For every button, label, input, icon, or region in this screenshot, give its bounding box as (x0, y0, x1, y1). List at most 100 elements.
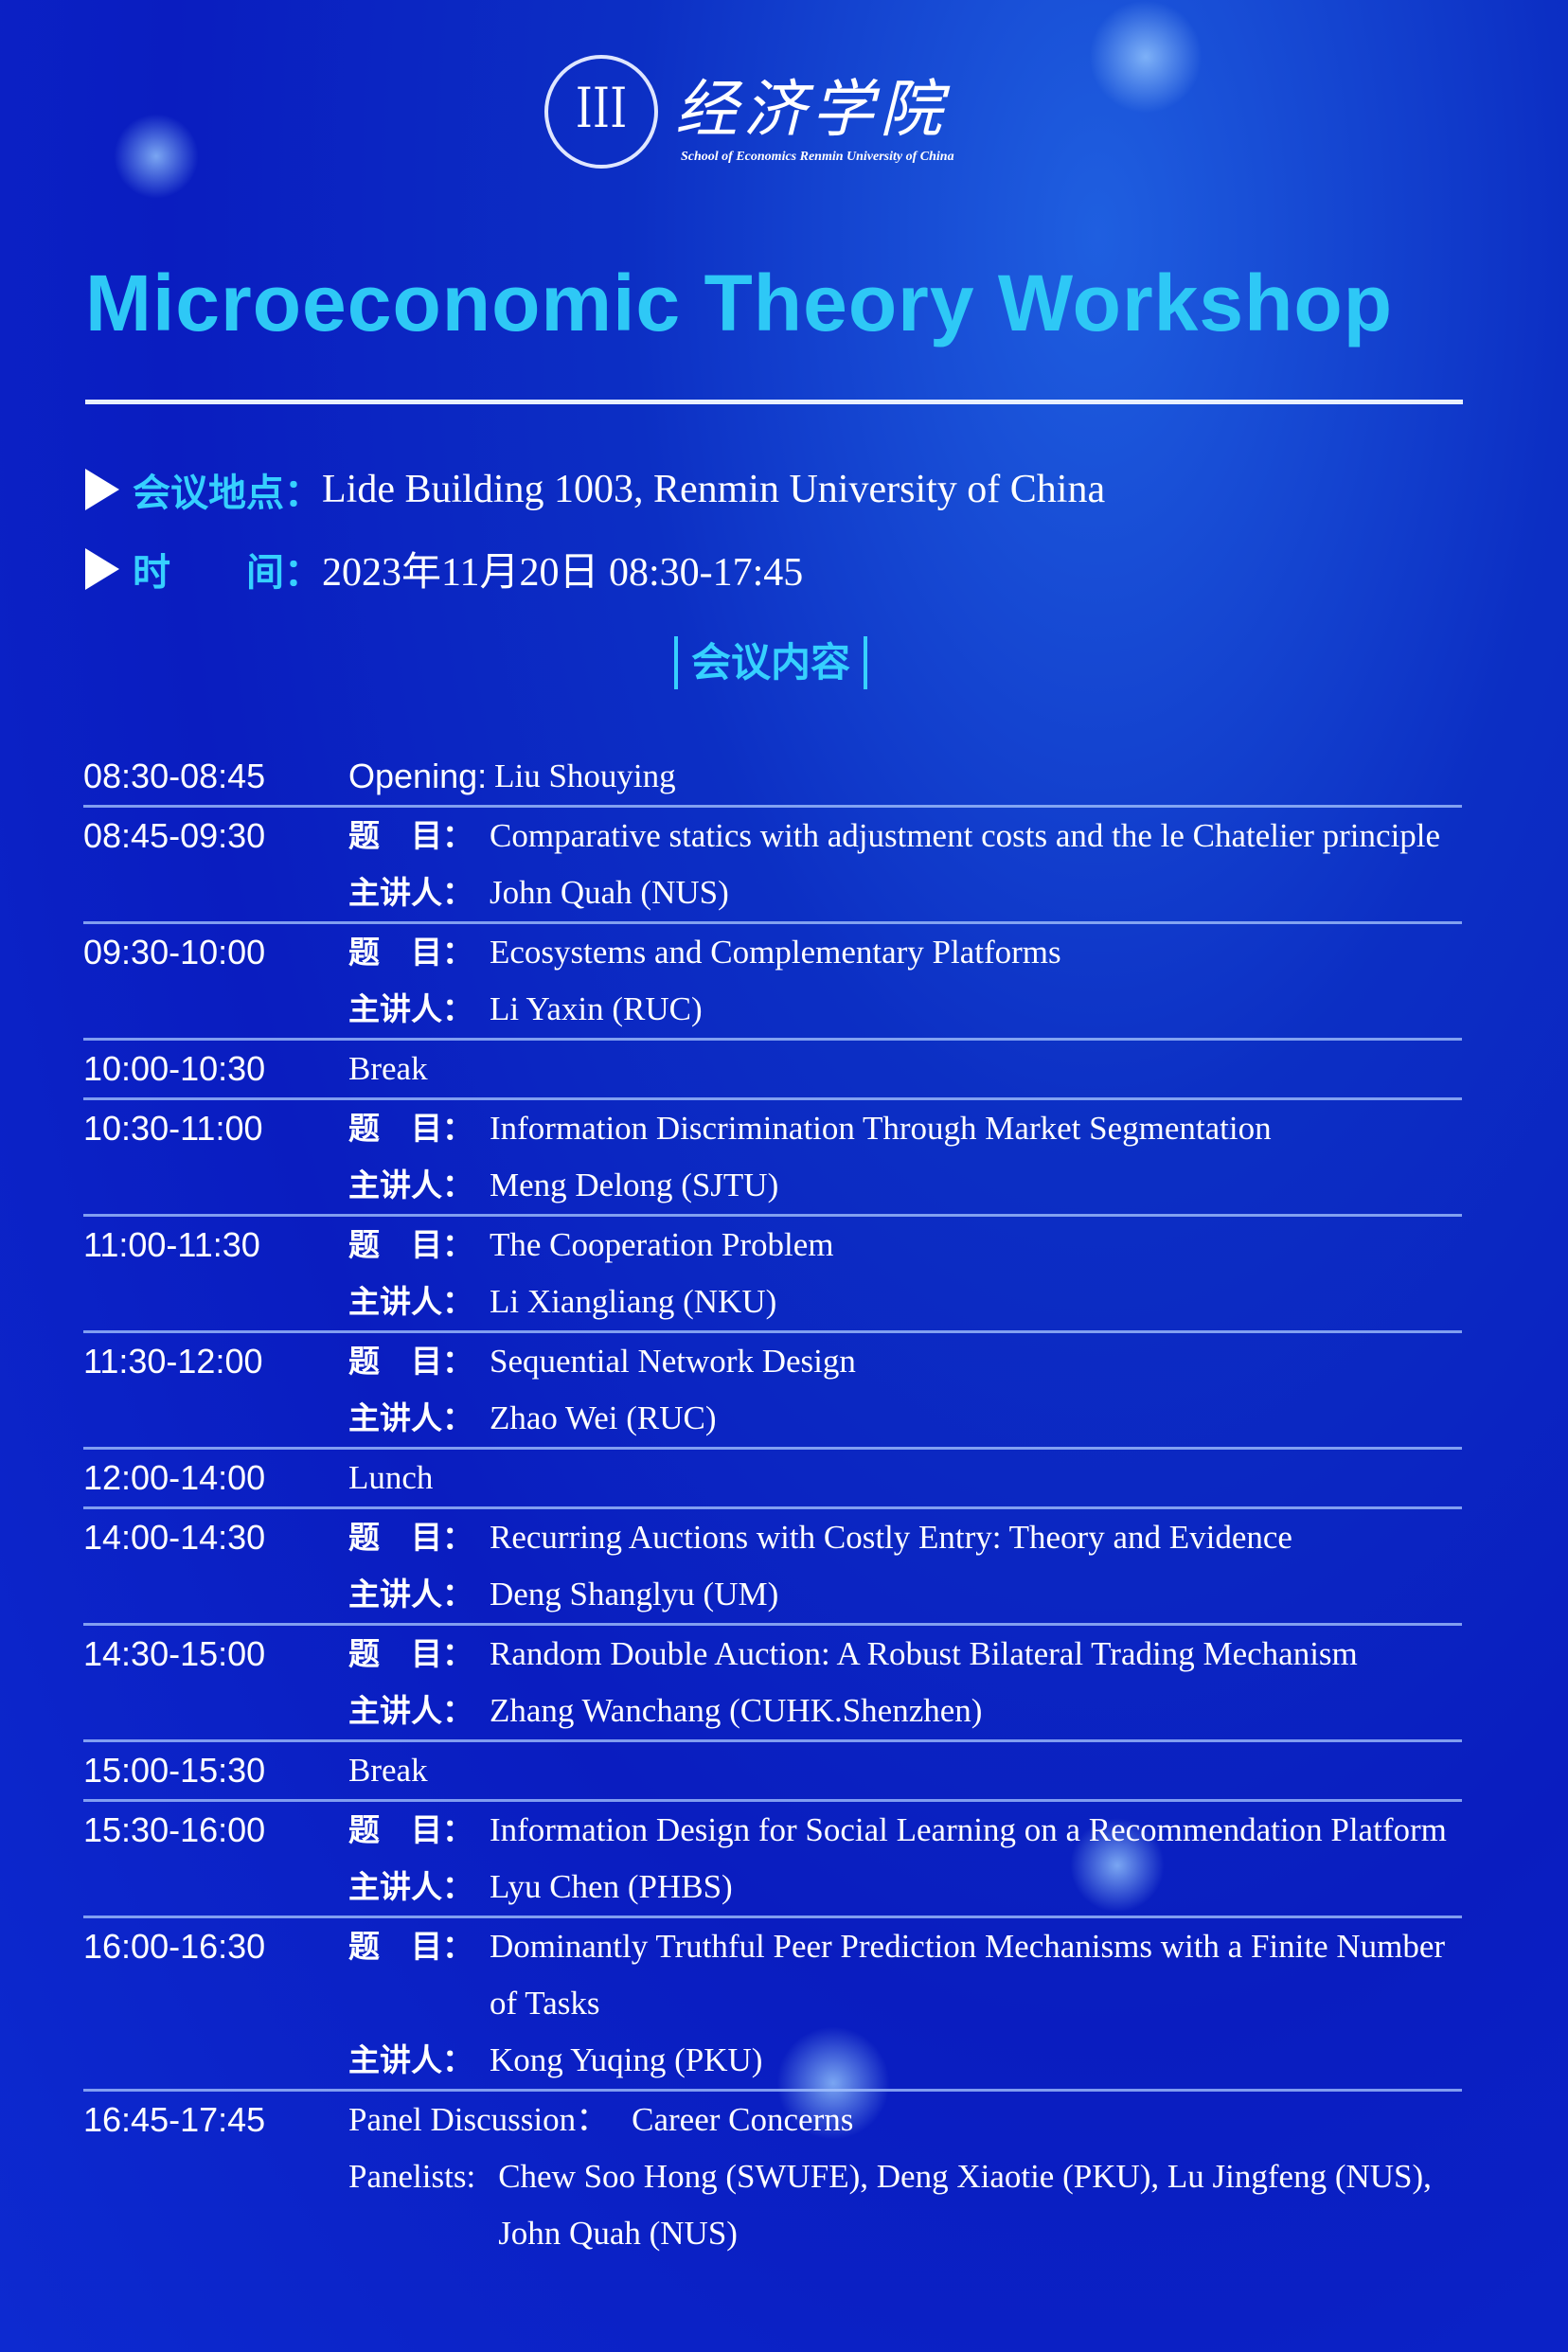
line-label: 主讲人： (348, 1283, 473, 1320)
session-line: Opening: Liu Shouying (348, 748, 1462, 805)
session-content: 题 目： Sequential Network Design 主讲人： Zhao We… (348, 1333, 1462, 1447)
line-label: 题 目： (348, 1343, 473, 1380)
schedule-row: 15:00-15:30 Break (83, 1742, 1462, 1802)
session-content: 题 目： Information Discrimination Through M… (348, 1100, 1462, 1214)
line-label: Panel Discussion： (348, 2101, 610, 2138)
session-line: 题 目： Recurring Auctions with Costly Entry… (348, 1509, 1462, 1566)
session-line: 主讲人： Zhao Wei (RUC) (348, 1390, 1462, 1447)
schedule-row: 16:45-17:45 Panel Discussion： Career Conce… (83, 2092, 1462, 2262)
line-text: Information Design for Social Learning o… (490, 1811, 1447, 1848)
line-text: Liu Shouying (494, 757, 676, 794)
session-line: Panelists: Chew Soo Hong (SWUFE), Deng Xi… (348, 2148, 1462, 2262)
schedule-row: 14:00-14:30 题 目： Recurring Auctions with C… (83, 1509, 1462, 1626)
line-label: 主讲人： (348, 2041, 473, 2078)
line-label: 题 目： (348, 1110, 473, 1147)
line-text: Information Discrimination Through Marke… (490, 1110, 1272, 1147)
venue-row: 会议地点： Lide Building 1003, Renmin Univers… (85, 462, 1105, 517)
session-time: 11:00-11:30 (83, 1225, 260, 1264)
session-line: Lunch (348, 1450, 1462, 1506)
schedule-row: 09:30-10:00 题 目： Ecosystems and Complement… (83, 924, 1462, 1041)
time-label: 时 间： (133, 550, 322, 595)
session-time: 09:30-10:00 (83, 933, 266, 971)
session-content: 题 目： Dominantly Truthful Peer Prediction … (348, 1918, 1462, 2089)
line-label: Panelists: (348, 2158, 476, 2195)
session-content: 题 目： Recurring Auctions with Costly Entry… (348, 1509, 1462, 1623)
session-line: 主讲人： Meng Delong (SJTU) (348, 1157, 1462, 1214)
session-time: 10:00-10:30 (83, 1049, 266, 1088)
session-line: Break (348, 1041, 1462, 1097)
session-line: 主讲人： John Quah (NUS) (348, 864, 1462, 921)
line-label: 主讲人： (348, 1692, 473, 1729)
session-line: 题 目： Comparative statics with adjustment … (348, 808, 1462, 864)
triangle-bullet-icon (85, 547, 119, 590)
line-label: 题 目： (348, 934, 473, 971)
session-time: 16:45-17:45 (83, 2100, 266, 2139)
session-time: 15:00-15:30 (83, 1751, 266, 1790)
line-text: Ecosystems and Complementary Platforms (490, 934, 1061, 971)
session-content: 题 目： Random Double Auction: A Robust Bila… (348, 1626, 1462, 1739)
line-text: Break (348, 1050, 428, 1087)
session-time: 12:00-14:00 (83, 1458, 266, 1497)
session-line: 题 目： Dominantly Truthful Peer Prediction … (348, 1918, 1462, 2032)
session-content: 题 目： Comparative statics with adjustment … (348, 808, 1462, 921)
page-title: Microeconomic Theory Workshop (85, 258, 1393, 347)
session-time: 14:00-14:30 (83, 1518, 266, 1557)
line-text: The Cooperation Problem (490, 1226, 834, 1263)
session-time: 08:30-08:45 (83, 757, 266, 795)
session-line: 主讲人： Deng Shanglyu (UM) (348, 1566, 1462, 1623)
schedule-row: 12:00-14:00 Lunch (83, 1450, 1462, 1509)
line-label: 主讲人： (348, 1399, 473, 1436)
session-line: Panel Discussion： Career Concerns (348, 2092, 1462, 2148)
section-heading: 会议内容 (674, 636, 868, 689)
session-content: Break (348, 1742, 1462, 1799)
line-label: 主讲人： (348, 990, 473, 1027)
line-text: Dominantly Truthful Peer Prediction Mech… (490, 1928, 1446, 2022)
time-value: 2023年11月20日 08:30-17:45 (322, 551, 804, 595)
schedule-row: 10:00-10:30 Break (83, 1041, 1462, 1100)
session-line: 题 目： Information Discrimination Through M… (348, 1100, 1462, 1157)
session-line: 题 目： Sequential Network Design (348, 1333, 1462, 1390)
schedule-row: 16:00-16:30 题 目： Dominantly Truthful Peer … (83, 1918, 1462, 2092)
line-text: Deng Shanglyu (UM) (490, 1576, 779, 1613)
schedule-row: 11:00-11:30 题 目： The Cooperation Problem 主讲… (83, 1217, 1462, 1333)
session-line: 主讲人： Li Yaxin (RUC) (348, 981, 1462, 1038)
session-time: 08:45-09:30 (83, 816, 266, 855)
session-line: 主讲人： Lyu Chen (PHBS) (348, 1859, 1462, 1915)
schedule-row: 15:30-16:00 题 目： Information Design for So… (83, 1802, 1462, 1918)
line-text: Li Xiangliang (NKU) (490, 1283, 777, 1320)
session-line: 题 目： Ecosystems and Complementary Platfor… (348, 924, 1462, 981)
line-label: Opening: (348, 757, 488, 795)
session-time: 10:30-11:00 (83, 1109, 263, 1148)
line-label: 题 目： (348, 1519, 473, 1556)
session-content: Lunch (348, 1450, 1462, 1506)
line-text: Comparative statics with adjustment cost… (490, 817, 1441, 854)
session-time: 11:30-12:00 (83, 1342, 263, 1381)
session-line: Break (348, 1742, 1462, 1799)
session-line: 题 目： The Cooperation Problem (348, 1217, 1462, 1274)
line-label: 主讲人： (348, 1576, 473, 1613)
line-text: Lunch (348, 1459, 434, 1496)
session-content: Opening: Liu Shouying (348, 748, 1462, 805)
session-line: 题 目： Information Design for Social Learni… (348, 1802, 1462, 1859)
line-label: 题 目： (348, 817, 473, 854)
session-content: 题 目： Information Design for Social Learni… (348, 1802, 1462, 1915)
line-text: Chew Soo Hong (SWUFE), Deng Xiaotie (PKU… (498, 2158, 1432, 2252)
decor-glow (1089, 0, 1203, 114)
line-text: Zhang Wanchang (CUHK.Shenzhen) (490, 1692, 983, 1729)
venue-value: Lide Building 1003, Renmin University of… (322, 468, 1106, 511)
schedule-row: 08:30-08:45 Opening: Liu Shouying (83, 748, 1462, 808)
schedule-row: 08:45-09:30 题 目： Comparative statics with … (83, 808, 1462, 924)
session-time: 14:30-15:00 (83, 1634, 266, 1673)
line-text: Random Double Auction: A Robust Bilatera… (490, 1635, 1358, 1672)
session-time: 15:30-16:00 (83, 1810, 266, 1849)
line-label: 主讲人： (348, 1167, 473, 1203)
session-line: 题 目： Random Double Auction: A Robust Bila… (348, 1626, 1462, 1683)
title-divider (85, 400, 1463, 404)
line-label: 主讲人： (348, 874, 473, 911)
line-label: 题 目： (348, 1928, 473, 1965)
session-line: 主讲人： Kong Yuqing (PKU) (348, 2032, 1462, 2089)
line-text: John Quah (NUS) (490, 874, 729, 911)
decor-glow (114, 114, 199, 199)
time-row: 时 间： 2023年11月20日 08:30-17:45 (85, 540, 803, 597)
schedule-row: 14:30-15:00 题 目： Random Double Auction: A … (83, 1626, 1462, 1742)
